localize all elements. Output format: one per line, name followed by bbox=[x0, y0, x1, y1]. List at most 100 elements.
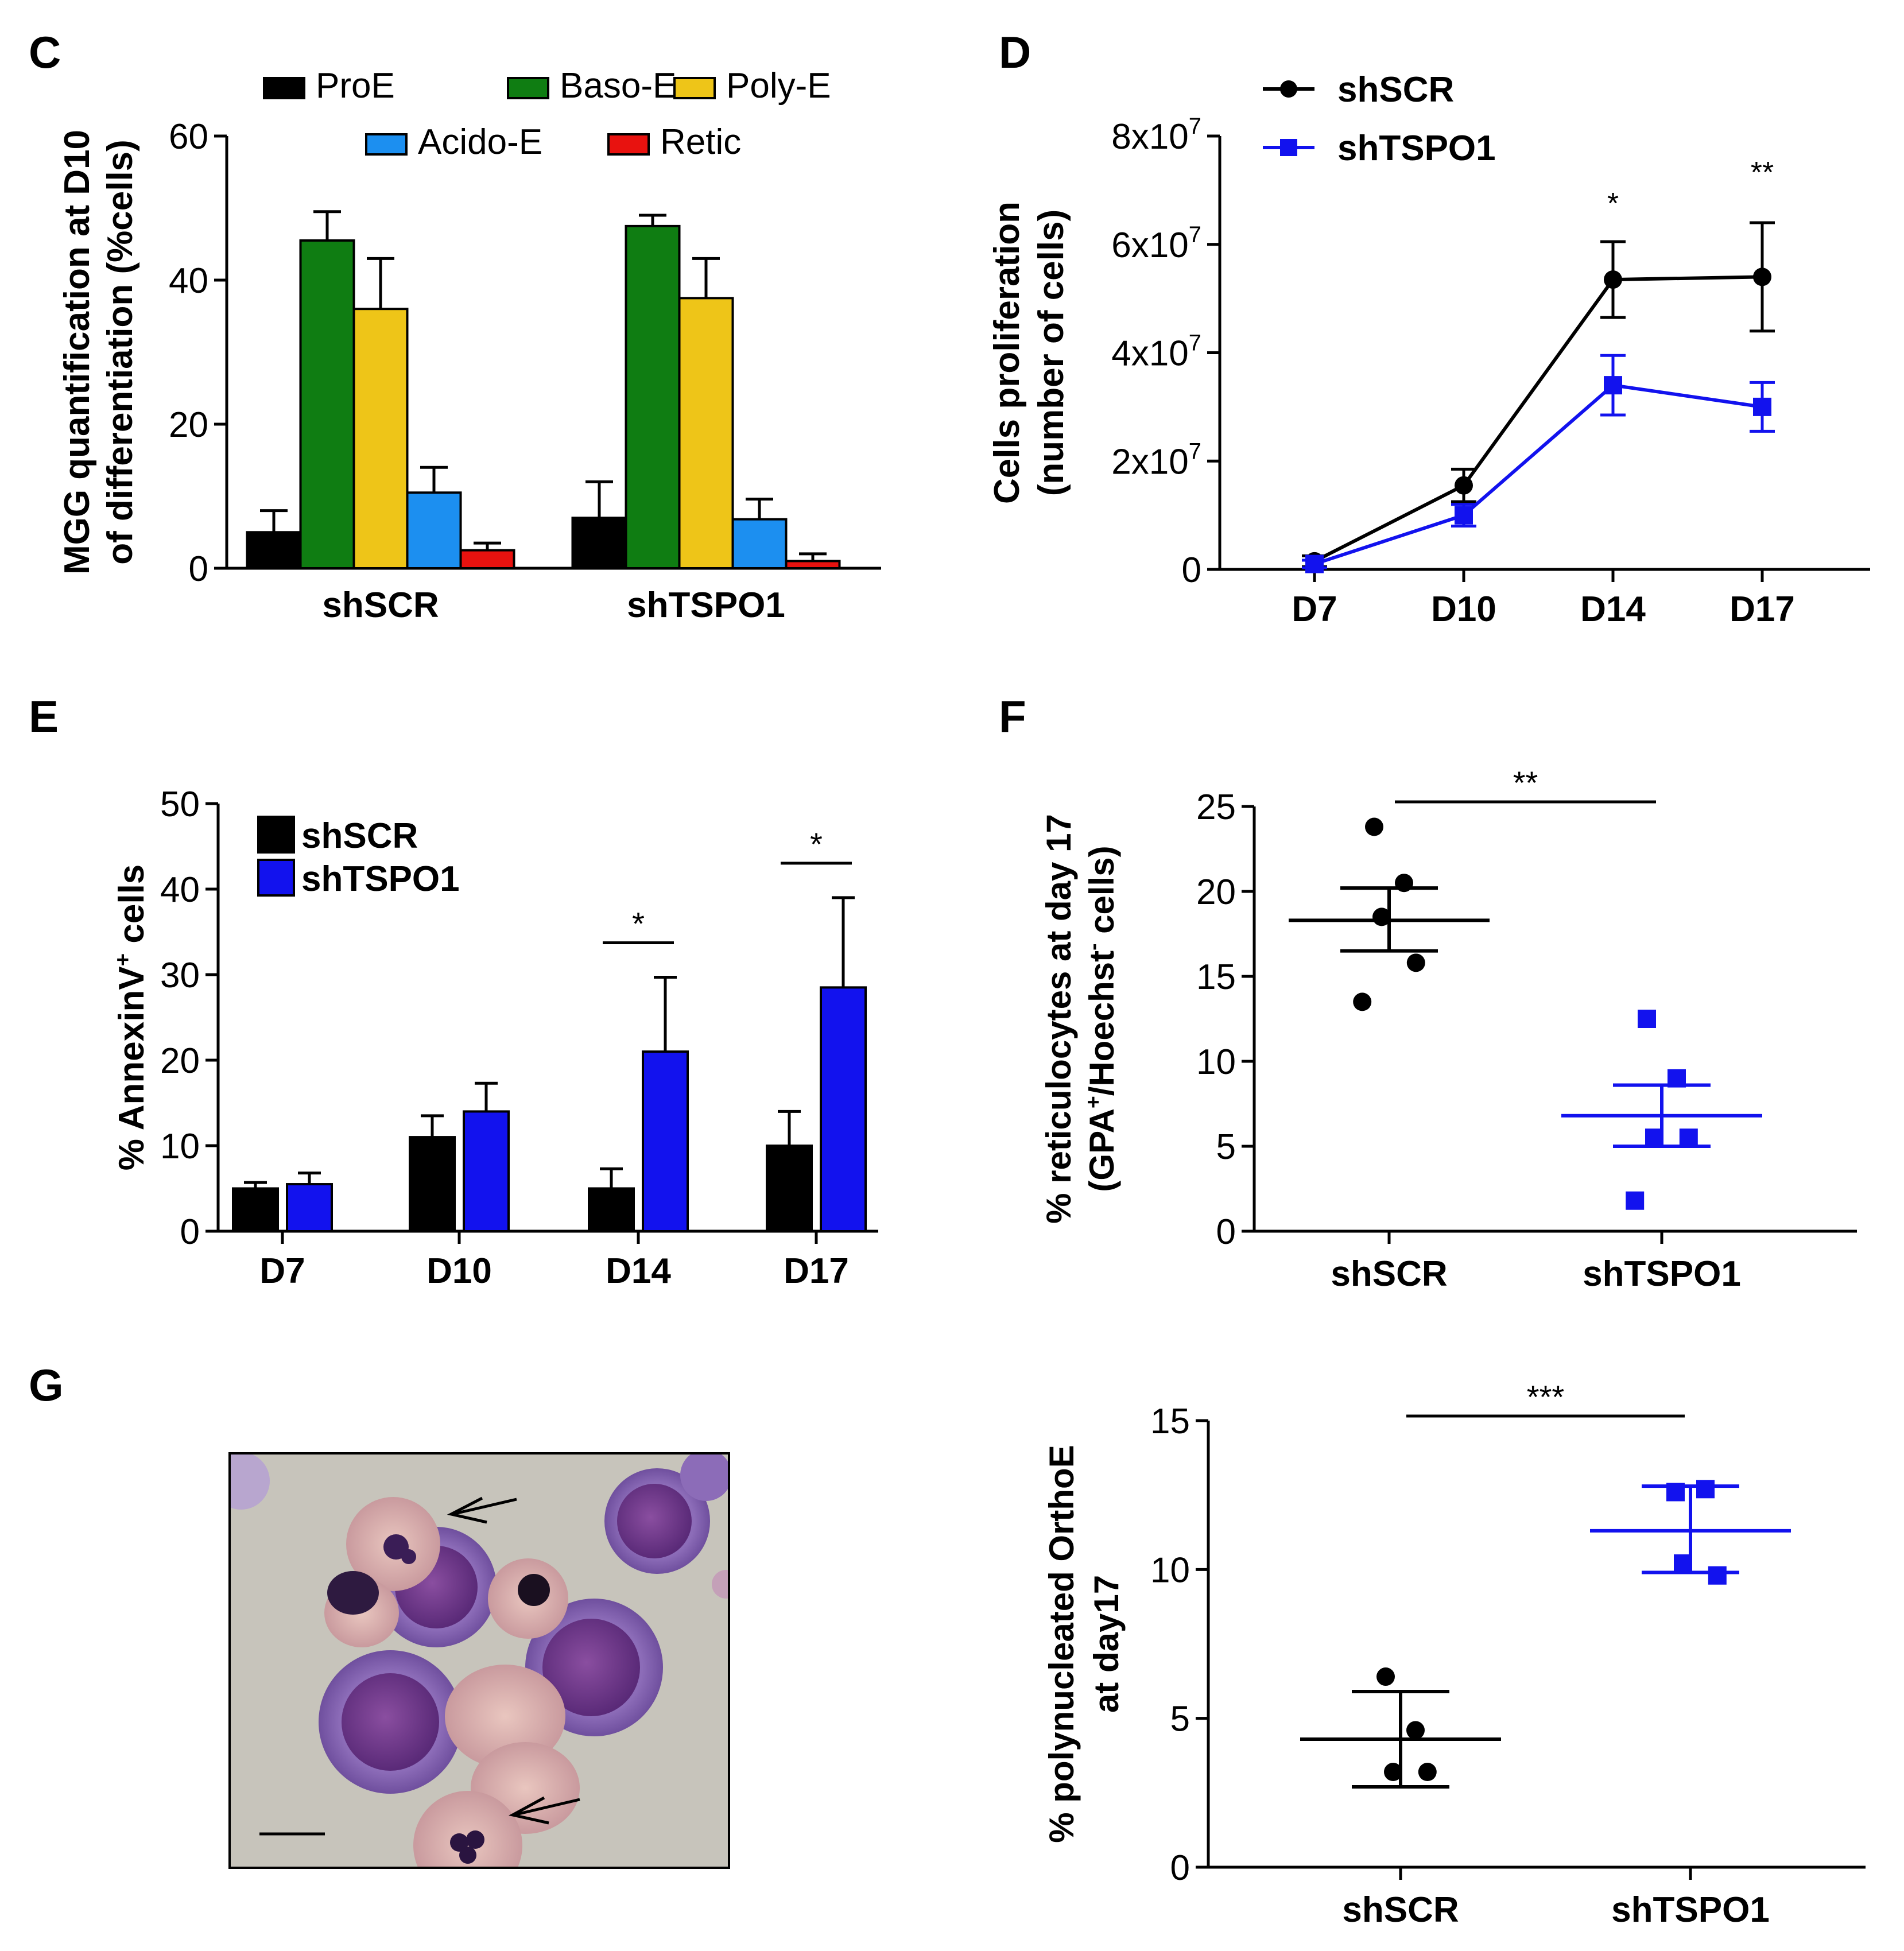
y-tick-label: 30 bbox=[160, 956, 200, 995]
y-tick-label-exp: 7 bbox=[1189, 222, 1201, 247]
bar bbox=[406, 491, 462, 569]
bar bbox=[299, 239, 355, 570]
y-axis-label: at day17 bbox=[1087, 1575, 1126, 1713]
bar bbox=[820, 986, 867, 1232]
y-axis-label-part: % reticulocytes at day 17 bbox=[1040, 814, 1078, 1224]
data-point bbox=[1753, 267, 1771, 286]
bar bbox=[766, 1145, 813, 1232]
data-point bbox=[1353, 992, 1372, 1011]
data-point bbox=[1674, 1554, 1692, 1573]
y-tick-label: 0 bbox=[180, 1212, 200, 1252]
y-tick-label: 15 bbox=[1150, 1402, 1190, 1441]
y-tick-label: 0 bbox=[1170, 1848, 1190, 1888]
data-point bbox=[1418, 1763, 1437, 1782]
data-point bbox=[1604, 270, 1622, 289]
data-point bbox=[1696, 1480, 1715, 1499]
y-axis-label-part: cells bbox=[112, 864, 152, 953]
y-tick-label: 10 bbox=[1150, 1550, 1190, 1590]
y-axis-label: (GPA+/Hoechst- cells) bbox=[1081, 845, 1121, 1192]
legend-label: Baso-E bbox=[560, 66, 676, 106]
bar bbox=[459, 549, 515, 569]
y-tick-label: 10 bbox=[1196, 1042, 1236, 1082]
bar bbox=[642, 1050, 689, 1232]
chart-f: 0 5 10 15 20 25 shSCR shTSPO1 ** % reticulocytes … bbox=[1040, 765, 1857, 1294]
y-axis-label-part: % polynucleated OrthoE bbox=[1042, 1445, 1081, 1843]
y-tick-label-base: 2x10 bbox=[1111, 442, 1188, 482]
y-axis-label-part: - bbox=[1081, 944, 1105, 951]
legend-label: shSCR bbox=[1337, 70, 1454, 110]
data-point bbox=[1645, 1128, 1663, 1147]
panel-label-d: D bbox=[999, 27, 1031, 77]
y-tick-label: 40 bbox=[160, 870, 200, 910]
y-axis-label-part: cells) bbox=[1083, 845, 1121, 943]
data-point bbox=[1406, 953, 1425, 972]
data-point bbox=[1679, 1128, 1698, 1147]
legend-label: shTSPO1 bbox=[1337, 129, 1496, 168]
legend-label: ProE bbox=[316, 66, 395, 106]
x-tick-label: D14 bbox=[1580, 589, 1646, 629]
bar bbox=[352, 308, 409, 569]
y-axis-label-part: + bbox=[1081, 1096, 1105, 1108]
legend-label: Retic bbox=[660, 122, 741, 162]
y-tick-label: 20 bbox=[160, 1041, 200, 1081]
y-axis-label: MGG quantification at D10 bbox=[57, 130, 97, 575]
data-point bbox=[1455, 476, 1473, 495]
y-tick-label-base: 6x10 bbox=[1111, 226, 1188, 265]
data-point bbox=[1384, 1763, 1402, 1782]
legend-swatch bbox=[257, 859, 295, 897]
legend-swatch bbox=[263, 77, 305, 99]
y-tick-label: 10 bbox=[160, 1127, 200, 1166]
chart-e: 0 10 20 30 40 50 D7 D10 D14 D17 * * % AnnexinV+ cell… bbox=[110, 785, 878, 1291]
x-tick-label: D17 bbox=[1730, 589, 1795, 629]
y-tick-label-exp: 7 bbox=[1189, 331, 1201, 356]
significance-label: * bbox=[810, 826, 823, 862]
data-point bbox=[1406, 1721, 1425, 1740]
x-tick-label: shTSPO1 bbox=[1611, 1890, 1770, 1930]
arrow-icon bbox=[508, 1796, 580, 1825]
bar bbox=[286, 1183, 333, 1233]
bar bbox=[246, 531, 302, 569]
x-tick-label: shSCR bbox=[1342, 1890, 1459, 1930]
data-point bbox=[1376, 1667, 1395, 1686]
significance-label: * bbox=[1607, 187, 1619, 220]
data-point bbox=[1626, 1191, 1645, 1210]
y-tick-label: 4x107 bbox=[1111, 331, 1201, 374]
x-tick-label: shSCR bbox=[1331, 1254, 1447, 1294]
x-tick-label: shTSPO1 bbox=[627, 585, 785, 625]
y-tick-label-base: 4x10 bbox=[1111, 334, 1188, 374]
legend-swatch bbox=[507, 77, 549, 99]
bar bbox=[232, 1187, 279, 1232]
bar bbox=[678, 297, 734, 569]
bar bbox=[785, 560, 841, 570]
significance-label: * bbox=[632, 905, 645, 941]
y-tick-label: 15 bbox=[1196, 957, 1236, 997]
data-point bbox=[1666, 1483, 1685, 1502]
legend-marker bbox=[1280, 139, 1297, 156]
y-tick-label: 8x107 bbox=[1111, 114, 1201, 157]
data-point bbox=[1638, 1010, 1656, 1028]
data-point bbox=[1395, 874, 1413, 893]
x-tick-label: D7 bbox=[1292, 589, 1337, 629]
y-tick-label: 0 bbox=[1182, 550, 1201, 590]
legend-swatch bbox=[673, 77, 716, 99]
panel-label-g: G bbox=[29, 1360, 64, 1410]
y-tick-label-base: 8x10 bbox=[1111, 117, 1188, 157]
x-tick-label: D14 bbox=[606, 1251, 671, 1291]
data-point bbox=[1365, 817, 1383, 836]
x-tick-label: D17 bbox=[784, 1251, 849, 1291]
arrow-icon bbox=[447, 1496, 517, 1524]
legend-marker bbox=[1280, 80, 1297, 98]
y-axis-label: Cells proliferation bbox=[987, 201, 1027, 504]
legend-swatch bbox=[257, 816, 295, 854]
data-point bbox=[1455, 506, 1473, 525]
legend-swatch bbox=[607, 133, 650, 156]
significance-label: ** bbox=[1751, 156, 1774, 189]
bar bbox=[731, 518, 788, 569]
y-tick-label: 60 bbox=[169, 117, 208, 157]
y-tick-label: 50 bbox=[160, 785, 200, 824]
x-tick-label: shTSPO1 bbox=[1583, 1254, 1741, 1294]
y-tick-label: 20 bbox=[1196, 872, 1236, 912]
chart-c: 0 20 40 60 shSCR shTSPO1 MGG quantification at… bbox=[57, 66, 881, 625]
legend-label: shSCR bbox=[301, 816, 418, 856]
